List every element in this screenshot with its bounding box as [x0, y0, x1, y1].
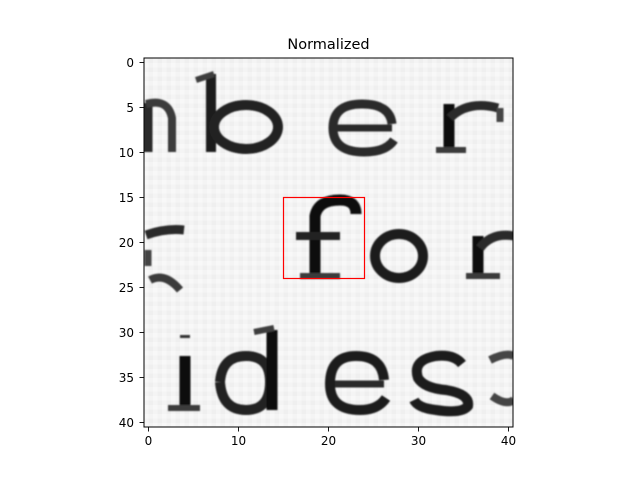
- y-tick-label-30: 30: [119, 326, 134, 340]
- y-axis: 0 5 10 15 20 25 30 35 40: [119, 56, 144, 430]
- y-tick-label-15: 15: [119, 191, 134, 205]
- y-tick-label-5: 5: [126, 101, 134, 115]
- text-row-2: [144, 194, 513, 293]
- chart-title: Normalized: [287, 37, 369, 53]
- annotation-rectangle: [282, 196, 366, 280]
- text-row-3: [168, 325, 513, 417]
- y-tick-label-40: 40: [119, 416, 134, 430]
- heatmap-image: [144, 58, 513, 427]
- y-tick-label-20: 20: [119, 236, 134, 250]
- text-row-1: [144, 71, 504, 157]
- y-tick-label-10: 10: [119, 146, 134, 160]
- x-tick-label-10: 10: [231, 434, 246, 448]
- x-axis: 0 10 20 30 40: [145, 427, 516, 448]
- x-tick-label-40: 40: [501, 434, 516, 448]
- y-tick-label-25: 25: [119, 281, 134, 295]
- y-tick-label-0: 0: [126, 56, 134, 70]
- x-tick-label-0: 0: [145, 434, 153, 448]
- y-tick-label-35: 35: [119, 371, 134, 385]
- x-tick-label-30: 30: [411, 434, 426, 448]
- x-tick-label-20: 20: [321, 434, 336, 448]
